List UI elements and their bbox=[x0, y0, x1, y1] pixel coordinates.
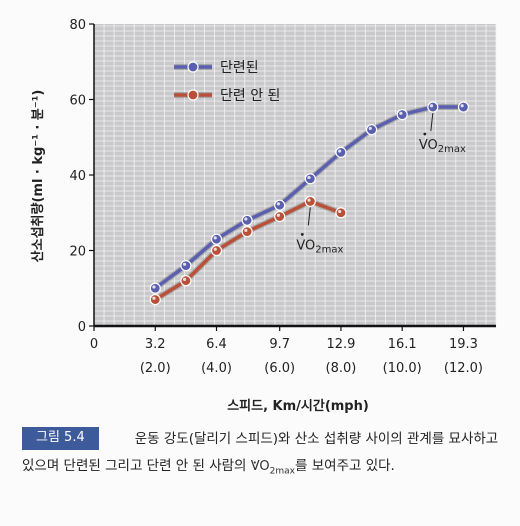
x-tick-sublabel: (8.0) bbox=[326, 361, 357, 376]
x-tick-label: 9.7 bbox=[269, 337, 290, 352]
data-point-1 bbox=[149, 293, 161, 306]
vo2max-subscript: 2max bbox=[315, 244, 343, 255]
vo2max-label: VO2max bbox=[419, 138, 466, 155]
y-tick-label: 0 bbox=[78, 320, 86, 335]
vo2max-dot bbox=[423, 132, 427, 136]
x-tick-label: 19.3 bbox=[449, 337, 478, 352]
caption-vo2max: VO2max bbox=[251, 459, 296, 477]
data-point-highlight bbox=[182, 277, 187, 281]
figure-caption: 그림 5.4 운동 강도(달리기 스피드)와 산소 섭취량 사이의 관계를 묘사하… bbox=[22, 426, 508, 486]
data-point-highlight bbox=[276, 202, 280, 206]
y-tick-label: 40 bbox=[69, 169, 86, 184]
legend-marker-1 bbox=[187, 89, 199, 101]
data-point-highlight bbox=[276, 213, 280, 217]
data-point-highlight bbox=[152, 285, 156, 289]
x-tick-sublabel: (10.0) bbox=[383, 361, 422, 376]
data-point-0 bbox=[274, 199, 286, 211]
grid bbox=[93, 24, 497, 327]
data-point-highlight bbox=[244, 217, 248, 221]
data-point-0 bbox=[427, 101, 439, 113]
legend-label-1: 단련 안 된 bbox=[220, 88, 280, 104]
data-point-highlight bbox=[368, 126, 372, 130]
data-point-0 bbox=[241, 214, 253, 226]
caption-vo2-sub: 2max bbox=[269, 466, 296, 477]
data-point-0 bbox=[335, 146, 347, 158]
x-tick-sublabel: (4.0) bbox=[201, 361, 232, 376]
series-layer bbox=[149, 101, 470, 306]
data-point-1 bbox=[304, 195, 316, 208]
caption-text-after: 를 보여주고 있다. bbox=[295, 458, 395, 474]
vo2max-subscript: 2max bbox=[438, 144, 466, 155]
x-axis-label: 스피드, Km/시간(mph) bbox=[227, 398, 369, 414]
vo2max-pointer bbox=[430, 112, 434, 132]
x-tick-label: 12.9 bbox=[326, 337, 355, 352]
data-point-0 bbox=[149, 282, 161, 294]
caption-vo2-text: VO bbox=[251, 459, 270, 474]
data-point-1 bbox=[180, 275, 192, 287]
data-point-highlight bbox=[152, 296, 156, 300]
data-point-highlight bbox=[182, 262, 187, 266]
data-point-0 bbox=[365, 124, 378, 136]
vo2max-label: VO2max bbox=[296, 238, 343, 255]
chart: 0 20 40 60 80 0 3.2 (2.0) 6.4 (4.0) 9.7 (6.0) 12.9 (8… bbox=[30, 18, 497, 414]
data-point-highlight bbox=[244, 228, 248, 232]
data-point-highlight bbox=[399, 111, 403, 115]
data-point-1 bbox=[274, 210, 286, 223]
x-tick-label: 3.2 bbox=[145, 337, 166, 352]
data-point-highlight bbox=[429, 104, 434, 108]
x-tick-sublabel: (12.0) bbox=[444, 361, 483, 376]
x-tick-sublabel: (2.0) bbox=[140, 361, 171, 376]
data-point-1 bbox=[210, 244, 223, 257]
figure-label: 그림 5.4 bbox=[22, 427, 99, 450]
data-point-highlight bbox=[307, 198, 311, 202]
data-point-highlight bbox=[307, 175, 311, 180]
data-point-0 bbox=[396, 108, 408, 121]
y-tick-label: 60 bbox=[69, 94, 86, 109]
data-point-0 bbox=[304, 173, 316, 185]
x-tick-label: 6.4 bbox=[206, 337, 227, 352]
legend-marker-0 bbox=[187, 61, 199, 73]
legend-label-0: 단련된 bbox=[220, 60, 259, 76]
data-point-highlight bbox=[213, 236, 217, 240]
y-tick-label: 80 bbox=[69, 18, 86, 33]
x-tick-sublabel: (6.0) bbox=[264, 361, 295, 376]
axes: 0 20 40 60 80 0 3.2 (2.0) 6.4 (4.0) 9.7 (6.0) 12.9 (8… bbox=[69, 18, 496, 376]
data-point-highlight bbox=[338, 209, 342, 214]
caption-text-before: 운동 강도(달리기 스피드)와 산소 섭취량 사이의 관계를 묘사하고 있으며 … bbox=[22, 431, 499, 474]
data-point-highlight bbox=[213, 247, 217, 251]
data-point-0 bbox=[457, 101, 470, 113]
y-tick-label: 20 bbox=[69, 245, 86, 260]
vo2max-text: VO bbox=[296, 238, 315, 253]
y-axis-label: 산소섭취량(ml · kg⁻¹ · 분⁻¹) bbox=[30, 90, 46, 263]
data-point-highlight bbox=[460, 104, 464, 108]
data-point-highlight bbox=[338, 149, 342, 153]
data-point-0 bbox=[180, 260, 192, 272]
data-point-1 bbox=[335, 207, 347, 219]
vo2max-dot bbox=[300, 233, 304, 236]
x-tick-label: 16.1 bbox=[388, 337, 417, 352]
data-point-1 bbox=[241, 226, 253, 238]
vo2max-pointer bbox=[307, 207, 311, 226]
vo2max-text: VO bbox=[419, 138, 438, 153]
x-tick-label: 0 bbox=[90, 337, 98, 352]
data-point-0 bbox=[210, 233, 223, 245]
